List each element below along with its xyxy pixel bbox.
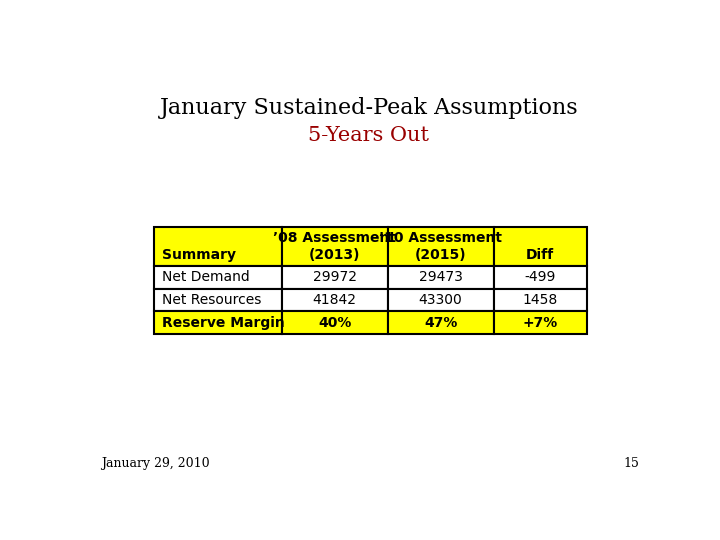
Bar bbox=[282, 266, 387, 288]
Text: 1458: 1458 bbox=[523, 293, 558, 307]
Text: ’08 Assessment: ’08 Assessment bbox=[273, 231, 396, 245]
Bar bbox=[387, 312, 494, 334]
Text: +7%: +7% bbox=[523, 316, 558, 330]
Text: 29972: 29972 bbox=[312, 270, 356, 284]
Bar bbox=[387, 288, 494, 312]
Bar bbox=[387, 266, 494, 288]
Bar bbox=[494, 266, 587, 288]
Text: January Sustained-Peak Assumptions: January Sustained-Peak Assumptions bbox=[160, 97, 578, 119]
Text: 43300: 43300 bbox=[419, 293, 462, 307]
Text: January 29, 2010: January 29, 2010 bbox=[101, 457, 210, 470]
Bar bbox=[494, 227, 587, 266]
Text: Diff: Diff bbox=[526, 248, 554, 262]
Text: ’10 Assessment: ’10 Assessment bbox=[379, 231, 502, 245]
Text: 41842: 41842 bbox=[312, 293, 356, 307]
Text: 47%: 47% bbox=[424, 316, 457, 330]
Text: Reserve Margin: Reserve Margin bbox=[162, 316, 284, 330]
Text: Net Resources: Net Resources bbox=[162, 293, 261, 307]
Text: -499: -499 bbox=[524, 270, 556, 284]
Text: 5-Years Out: 5-Years Out bbox=[308, 126, 430, 145]
Text: Summary: Summary bbox=[162, 248, 236, 262]
Text: 40%: 40% bbox=[318, 316, 351, 330]
Bar bbox=[154, 266, 282, 288]
Bar bbox=[282, 312, 387, 334]
Bar bbox=[282, 288, 387, 312]
Bar bbox=[154, 312, 282, 334]
Text: (2015): (2015) bbox=[415, 248, 467, 262]
Bar bbox=[494, 288, 587, 312]
Text: Net Demand: Net Demand bbox=[162, 270, 250, 284]
Bar bbox=[154, 288, 282, 312]
Bar bbox=[387, 227, 494, 266]
Text: 29473: 29473 bbox=[419, 270, 463, 284]
Text: 15: 15 bbox=[624, 457, 639, 470]
Bar bbox=[494, 312, 587, 334]
Text: (2013): (2013) bbox=[309, 248, 361, 262]
Bar bbox=[154, 227, 282, 266]
Bar bbox=[282, 227, 387, 266]
